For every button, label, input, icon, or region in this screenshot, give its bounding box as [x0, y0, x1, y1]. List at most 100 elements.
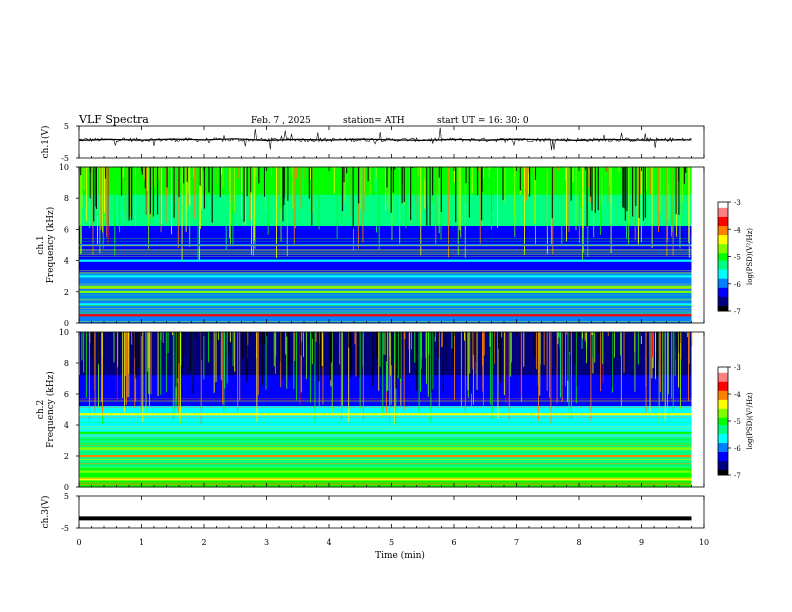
dark-streak: [396, 332, 398, 375]
x-tick-label: 5: [389, 538, 394, 547]
sferic-streak: [160, 167, 162, 233]
sferic-streak: [666, 167, 668, 256]
colorbar-cell: [718, 296, 728, 299]
dark-streak: [258, 167, 260, 184]
dark-streak: [357, 167, 360, 204]
sferic-streak: [350, 167, 352, 218]
dark-streak: [678, 332, 680, 354]
sferic-streak: [664, 332, 666, 399]
sferic-streak: [146, 167, 148, 191]
y-tick-label: 5: [64, 122, 69, 131]
dark-streak: [431, 332, 433, 393]
figure-title: VLF Spectra: [78, 113, 149, 126]
dark-streak: [350, 332, 352, 378]
colorbar-cell: [718, 430, 728, 433]
sferic-streak: [280, 332, 282, 388]
sferic-streak: [251, 167, 253, 255]
spectrogram-bg-row: [79, 217, 692, 223]
sferic-streak: [310, 332, 312, 403]
y-axis-label: Frequency (kHz): [45, 371, 56, 448]
sferic-streak: [538, 167, 540, 180]
dark-streak: [352, 167, 354, 230]
dark-streak: [375, 332, 378, 358]
x-tick-label: 10: [699, 538, 709, 547]
colorbar-cell: [718, 267, 728, 270]
sferic-streak: [666, 332, 668, 413]
sferic-streak: [497, 332, 499, 419]
spectrogram-bg-row: [79, 378, 692, 383]
colorbar-cell: [718, 462, 728, 465]
colorbar-cell: [718, 202, 728, 205]
y-tick-label: 0: [64, 319, 69, 328]
sferic-streak: [418, 332, 420, 416]
dark-streak: [410, 167, 412, 221]
sferic-streak: [310, 167, 312, 180]
sferic-streak: [424, 167, 426, 181]
sferic-streak: [315, 332, 317, 343]
sferic-streak: [216, 167, 218, 184]
colorbar-cell: [718, 218, 728, 221]
dark-streak: [570, 167, 572, 201]
colorbar-cell: [718, 280, 728, 283]
colorbar-cell: [718, 203, 728, 207]
spectrogram-bg-row: [79, 386, 692, 391]
sferic-streak: [361, 167, 363, 223]
dark-streak: [426, 167, 428, 226]
sferic-streak: [193, 167, 194, 178]
sferic-streak: [254, 167, 256, 249]
spectrogram-bg-row: [79, 440, 692, 445]
frequency-band: [79, 431, 692, 434]
sferic-streak: [362, 167, 364, 243]
colorbar-cell: [718, 374, 728, 377]
dark-streak: [398, 332, 401, 365]
dark-streak: [403, 167, 405, 203]
spectrogram-bg-row: [79, 359, 692, 364]
sferic-streak: [482, 332, 484, 406]
sferic-streak: [459, 167, 461, 231]
colorbar-cell: [718, 413, 728, 416]
sferic-streak: [102, 332, 103, 417]
sferic-streak: [101, 332, 103, 356]
colorbar-cell: [718, 260, 728, 263]
colorbar-cell: [718, 460, 728, 463]
spectrogram-bg-row: [79, 374, 692, 379]
colorbar-cell: [718, 455, 728, 458]
sferic-streak: [592, 332, 594, 358]
sferic-streak: [408, 332, 410, 350]
sferic-streak: [659, 332, 661, 393]
colorbar-tick-label: -4: [734, 226, 741, 234]
dark-streak: [385, 332, 388, 362]
sferic-streak: [157, 332, 159, 396]
sferic-streak: [134, 332, 136, 407]
dark-streak: [437, 332, 439, 358]
dark-streak: [445, 332, 447, 372]
dark-streak: [152, 167, 155, 217]
colorbar-cell: [718, 292, 728, 296]
dark-streak: [208, 167, 210, 193]
sferic-streak: [550, 167, 552, 245]
dark-streak: [465, 332, 468, 377]
dark-streak: [313, 332, 315, 362]
sferic-streak: [363, 167, 365, 212]
dark-streak: [312, 332, 314, 339]
sferic-streak: [80, 167, 82, 255]
dark-streak: [348, 332, 350, 348]
sferic-streak: [666, 167, 668, 242]
sferic-streak: [671, 332, 673, 399]
sferic-streak: [587, 167, 589, 257]
x-tick-label: 4: [326, 538, 331, 547]
sferic-streak: [239, 332, 241, 401]
colorbar-cell: [718, 298, 728, 301]
sferic-streak: [314, 332, 316, 422]
sferic-streak: [273, 332, 275, 367]
colorbar-cell: [718, 300, 728, 303]
sferic-streak: [271, 167, 272, 176]
spectrogram-bg-row: [79, 417, 692, 422]
sferic-streak: [334, 167, 336, 169]
sferic-streak: [302, 167, 304, 213]
sferic-streak: [225, 167, 227, 250]
sferic-streak: [300, 332, 302, 393]
sferic-streak: [575, 332, 577, 404]
sferic-streak: [521, 332, 523, 402]
sferic-streak: [387, 332, 389, 391]
